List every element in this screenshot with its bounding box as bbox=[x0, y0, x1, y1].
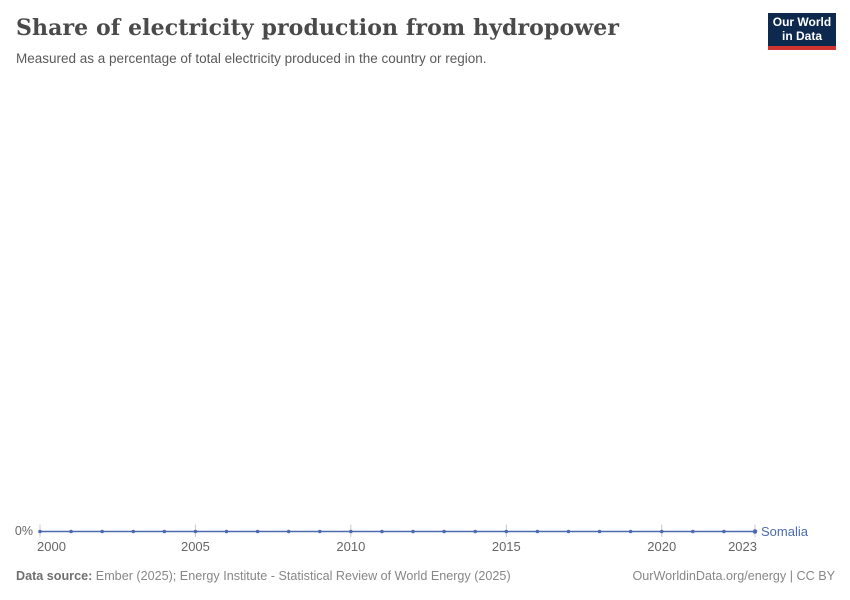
data-point[interactable] bbox=[442, 529, 446, 534]
data-point[interactable] bbox=[504, 529, 509, 534]
x-axis-label-2000: 2000 bbox=[37, 539, 66, 554]
data-point[interactable] bbox=[752, 529, 758, 534]
data-point[interactable] bbox=[100, 529, 104, 534]
data-point[interactable] bbox=[380, 529, 384, 534]
data-point[interactable] bbox=[411, 529, 415, 534]
data-point[interactable] bbox=[473, 529, 478, 534]
chart-subtitle: Measured as a percentage of total electr… bbox=[16, 51, 487, 66]
data-point[interactable] bbox=[535, 529, 540, 534]
data-point[interactable] bbox=[193, 529, 198, 534]
x-axis-label-2015: 2015 bbox=[491, 539, 521, 554]
data-point[interactable] bbox=[224, 529, 229, 534]
data-point[interactable] bbox=[691, 529, 695, 534]
x-axis-label-2010: 2010 bbox=[336, 539, 366, 554]
chart-footer: Data source: Ember (2025); Energy Instit… bbox=[16, 569, 835, 584]
x-axis-label-2020: 2020 bbox=[647, 539, 677, 554]
data-point[interactable] bbox=[69, 529, 73, 534]
data-point[interactable] bbox=[566, 529, 571, 534]
owid-logo-line1: Our World bbox=[772, 15, 832, 29]
x-axis-label-2023: 2023 bbox=[728, 539, 757, 554]
license-note: OurWorldinData.org/energy | CC BY bbox=[632, 569, 835, 583]
y-axis-tick-label: 0% bbox=[14, 524, 33, 538]
data-source-label: Data source: bbox=[16, 569, 93, 583]
data-point[interactable] bbox=[659, 529, 664, 534]
data-point[interactable] bbox=[317, 529, 322, 534]
data-source-text: Ember (2025); Energy Institute - Statist… bbox=[92, 569, 511, 583]
data-point[interactable] bbox=[722, 529, 726, 534]
data-point[interactable] bbox=[131, 529, 136, 534]
data-point[interactable] bbox=[38, 529, 42, 534]
data-point[interactable] bbox=[162, 529, 167, 534]
owid-logo-line2: in Data bbox=[781, 28, 822, 43]
data-point[interactable] bbox=[286, 529, 291, 534]
data-point[interactable] bbox=[255, 529, 260, 534]
page-title: Share of electricity production from hyd… bbox=[16, 15, 620, 41]
data-point[interactable] bbox=[349, 529, 353, 534]
owid-logo: Our World in Data bbox=[768, 13, 836, 50]
data-point[interactable] bbox=[628, 529, 633, 534]
series-label-somalia[interactable]: Somalia bbox=[761, 524, 808, 539]
data-point[interactable] bbox=[597, 529, 602, 534]
chart-header: Share of electricity production from hyd… bbox=[16, 14, 756, 67]
data-source-note: Data source: Ember (2025); Energy Instit… bbox=[16, 569, 511, 584]
x-axis-label-2005: 2005 bbox=[180, 539, 210, 554]
